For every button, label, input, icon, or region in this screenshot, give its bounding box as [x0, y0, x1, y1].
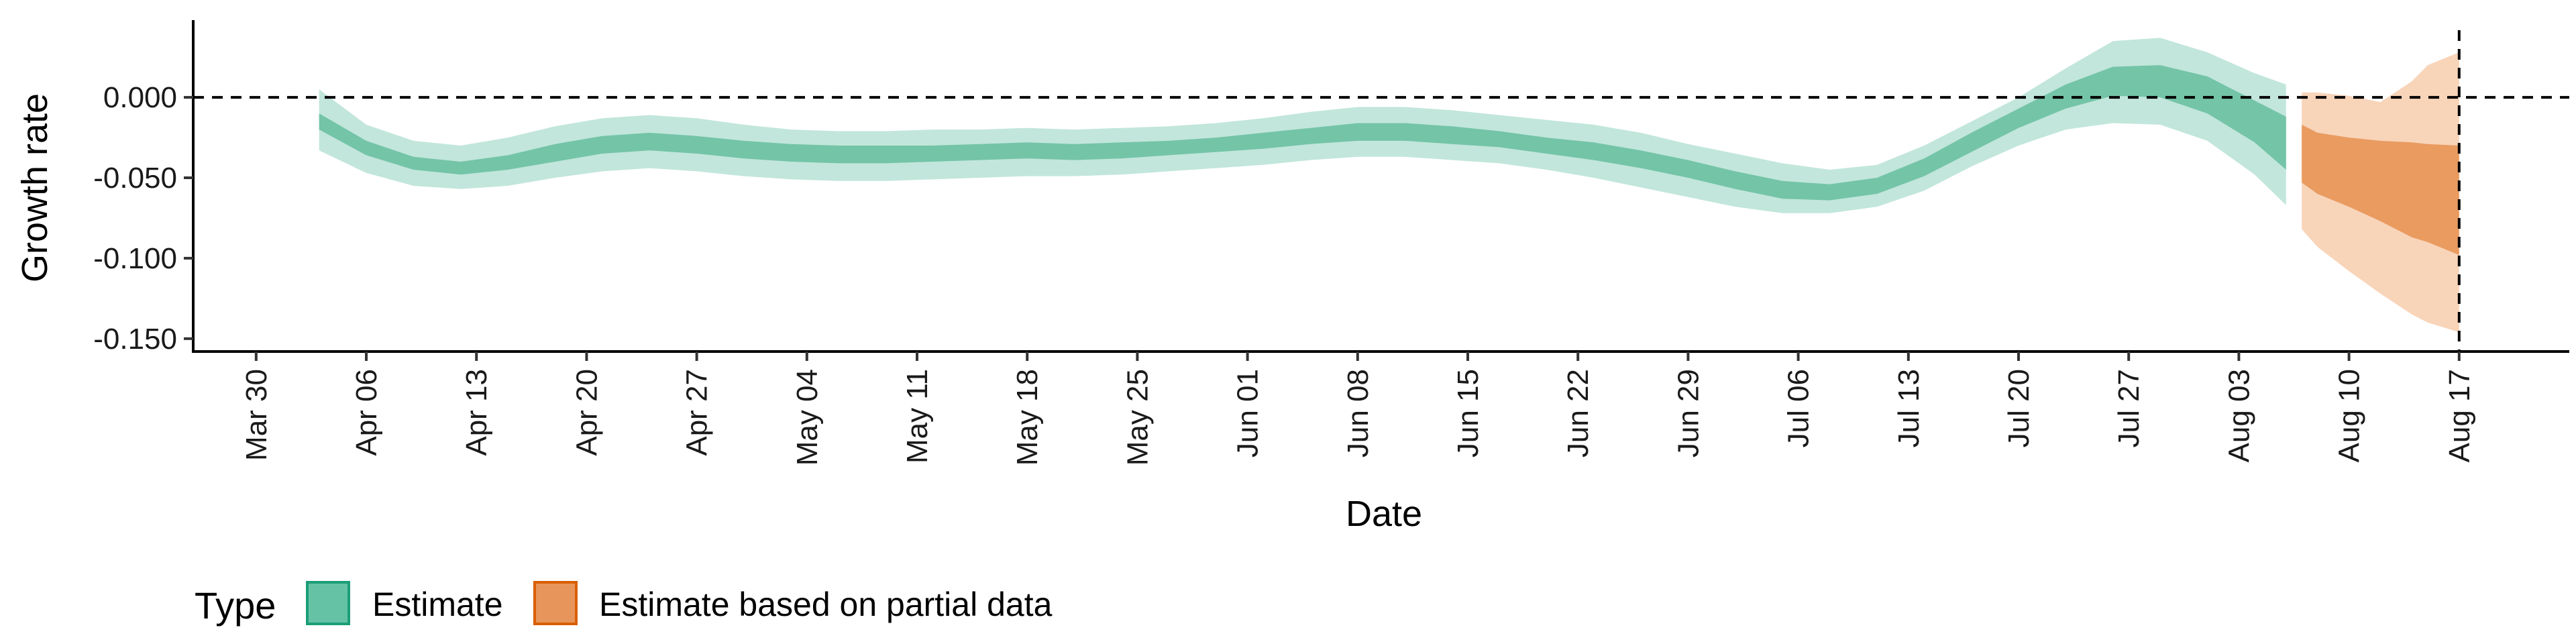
x-tick-label: Jul 27 — [2112, 369, 2145, 447]
x-tick-label: Aug 17 — [2443, 369, 2476, 462]
band-90-estimate — [319, 38, 2286, 213]
x-tick-label: May 04 — [791, 369, 824, 466]
x-tick-label: Apr 13 — [460, 369, 493, 456]
reference-lines — [193, 30, 2569, 352]
x-tick-label: Jun 22 — [1562, 369, 1595, 458]
legend-label-estimate: Estimate — [372, 586, 503, 623]
ribbon-layer — [319, 38, 2459, 333]
x-tick-label: Jun 15 — [1452, 369, 1485, 458]
y-tick-label: -0.150 — [93, 323, 177, 356]
band-50-partial — [2302, 124, 2459, 256]
x-tick-label: Jul 06 — [1782, 369, 1815, 447]
y-tick-label: 0.000 — [103, 81, 177, 114]
y-axis-ticks: 0.000 -0.050 -0.100 -0.150 — [93, 81, 193, 356]
legend-key-partial — [533, 581, 578, 625]
x-tick-label: Aug 10 — [2333, 369, 2366, 462]
x-tick-label: Apr 27 — [681, 369, 714, 456]
y-tick-label: -0.100 — [93, 242, 177, 275]
x-tick-label: May 18 — [1011, 369, 1044, 466]
x-tick-label: Apr 20 — [570, 369, 603, 456]
y-axis-title: Growth rate — [15, 93, 55, 282]
x-tick-label: May 25 — [1121, 369, 1154, 466]
x-tick-label: Jun 29 — [1672, 369, 1705, 458]
x-axis-ticks: Mar 30 Apr 06 Apr 13 Apr 20 Apr 27 May 04 May … — [240, 352, 2476, 466]
legend-label-partial: Estimate based on partial data — [599, 586, 1053, 623]
axes — [192, 20, 2569, 353]
x-tick-label: Apr 06 — [350, 369, 383, 456]
x-tick-label: May 11 — [901, 369, 934, 464]
x-tick-label: Aug 03 — [2222, 369, 2255, 462]
x-tick-label: Mar 30 — [240, 369, 273, 461]
x-tick-label: Jul 20 — [2002, 369, 2035, 447]
x-tick-label: Jul 13 — [1892, 369, 1925, 447]
legend-title: Type — [195, 584, 276, 627]
legend: Type Estimate Estimate based on partial … — [195, 581, 1053, 627]
x-tick-label: Jun 08 — [1342, 369, 1375, 458]
band-50-estimate — [319, 65, 2286, 201]
x-tick-label: Jun 01 — [1232, 369, 1265, 458]
legend-key-estimate — [306, 581, 350, 625]
x-axis-title: Date — [1346, 494, 1422, 534]
y-tick-label: -0.050 — [93, 162, 177, 195]
